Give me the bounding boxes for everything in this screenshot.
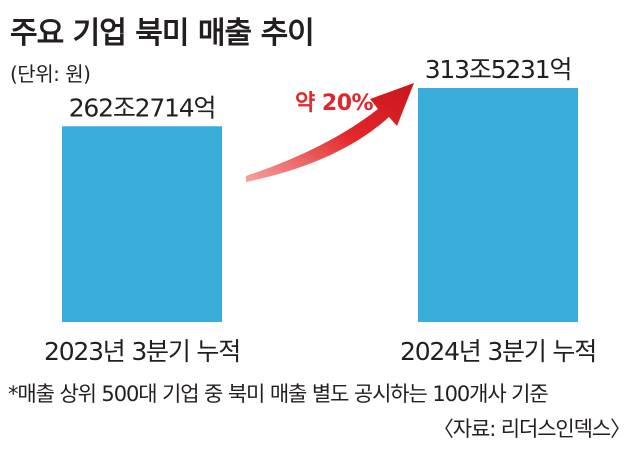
- value-label-2: 313조5231억: [425, 55, 572, 84]
- category-label-2: 2024년 3분기 누적: [400, 337, 596, 366]
- category-label-1: 2023년 3분기 누적: [44, 337, 240, 366]
- value-label-1: 262조2714억: [69, 93, 216, 122]
- source-label: 〈자료: 리더스인덱스〉: [432, 417, 631, 441]
- bar-1: [62, 126, 222, 322]
- unit-label: (단위: 원): [10, 62, 91, 86]
- bar-2: [418, 88, 578, 322]
- footnote: *매출 상위 500대 기업 중 북미 매출 별도 공시하는 100개사 기준: [8, 382, 549, 406]
- growth-arrow: [246, 83, 414, 182]
- change-annotation: 약 20%: [295, 91, 374, 116]
- chart-title: 주요 기업 북미 매출 추이: [10, 16, 315, 51]
